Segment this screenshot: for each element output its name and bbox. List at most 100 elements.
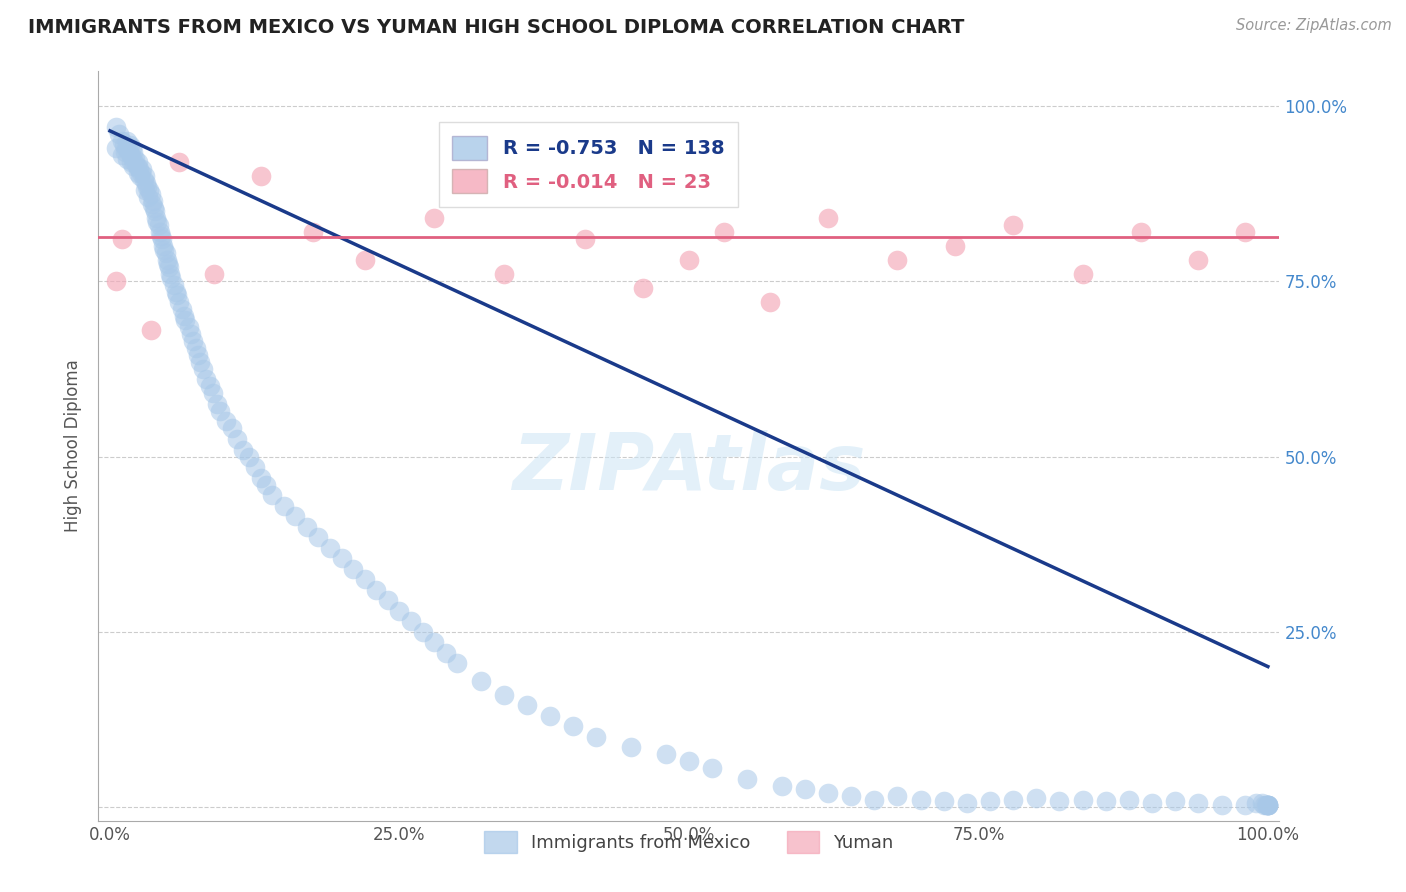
Point [910,792,932,806]
Point [104,141,127,155]
Point [423,635,446,649]
Point [330,551,353,566]
Point [117,145,139,159]
Point [366,582,388,597]
Point [183,334,205,348]
Point [184,341,207,355]
Point [110,135,132,149]
Point [863,792,886,806]
Point [412,624,434,639]
Point [713,226,735,240]
Point [793,782,815,797]
Point [142,194,165,208]
Point [1257,797,1279,812]
Point [117,152,139,166]
Point [735,772,758,786]
Point [956,796,979,810]
Point [1187,796,1209,810]
Text: ZIPAtlas: ZIPAtlas [512,431,866,507]
Point [127,166,149,180]
Point [135,177,157,191]
Point [187,348,209,362]
Point [148,219,170,233]
Point [221,421,243,435]
Point [1251,796,1274,810]
Point [434,646,457,660]
Point [202,268,225,282]
Point [156,253,179,268]
Point [174,313,197,327]
Point [125,159,148,173]
Point [198,379,221,393]
Text: IMMIGRANTS FROM MEXICO VS YUMAN HIGH SCHOOL DIPLOMA CORRELATION CHART: IMMIGRANTS FROM MEXICO VS YUMAN HIGH SCH… [28,18,965,37]
Point [319,541,342,555]
Point [1002,792,1025,806]
Point [153,243,176,257]
Point [117,135,139,149]
Point [139,323,162,337]
Point [122,159,145,173]
Point [139,186,162,201]
Point [886,253,908,268]
Point [238,450,260,464]
Point [226,432,249,446]
Point [121,141,143,155]
Point [141,197,163,211]
Point [538,708,561,723]
Point [620,740,643,755]
Point [104,275,127,289]
Point [631,281,654,295]
Point [191,362,214,376]
Point [1164,794,1187,808]
Point [1256,797,1278,812]
Point [1211,797,1233,812]
Point [156,257,179,271]
Point [423,211,446,226]
Point [115,141,138,155]
Point [492,268,515,282]
Point [1187,253,1209,268]
Point [1233,797,1256,812]
Legend: Immigrants from Mexico, Yuman: Immigrants from Mexico, Yuman [474,821,904,864]
Point [134,169,156,184]
Point [146,215,169,229]
Point [170,302,193,317]
Point [770,779,793,793]
Point [574,232,596,246]
Point [377,593,399,607]
Point [149,226,172,240]
Point [1002,219,1025,233]
Point [120,148,142,162]
Point [169,295,191,310]
Point [152,239,174,253]
Point [700,761,723,775]
Point [215,415,238,429]
Point [839,789,862,804]
Point [177,320,200,334]
Point [249,470,271,484]
Point [169,155,191,169]
Point [295,519,318,533]
Point [254,477,277,491]
Point [353,253,375,268]
Point [124,152,146,166]
Point [1129,226,1152,240]
Point [132,173,155,187]
Point [979,794,1001,808]
Point [585,730,607,744]
Point [1257,797,1279,812]
Point [128,162,150,177]
Point [122,145,145,159]
Point [124,155,146,169]
Point [112,137,135,152]
Point [817,786,839,800]
Point [108,128,131,142]
Point [273,499,295,513]
Point [399,614,422,628]
Point [159,268,181,282]
Point [446,656,468,670]
Point [1140,796,1163,810]
Point [205,397,228,411]
Point [817,211,839,226]
Point [492,688,515,702]
